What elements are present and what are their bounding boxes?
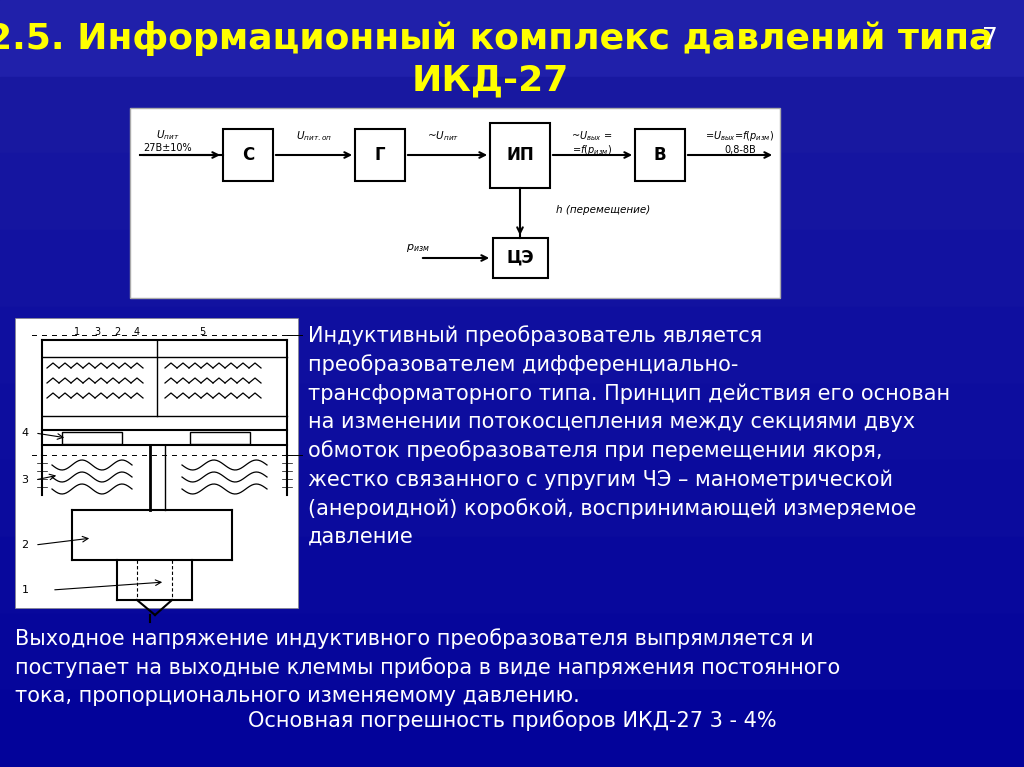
Text: 0,8-8В: 0,8-8В bbox=[724, 145, 756, 155]
Bar bbox=[62, 432, 122, 444]
Text: Выходное напряжение индуктивного преобразователя выпрямляется и
поступает на вых: Выходное напряжение индуктивного преобра… bbox=[15, 628, 841, 706]
Text: Основная погрешность приборов ИКД-27 3 - 4%: Основная погрешность приборов ИКД-27 3 -… bbox=[248, 710, 776, 731]
Text: =$U_{вых}$=$f(р_{изм})$: =$U_{вых}$=$f(р_{изм})$ bbox=[706, 129, 774, 143]
Bar bbox=[190, 432, 250, 444]
Text: 3: 3 bbox=[94, 327, 100, 337]
Bar bbox=[0, 460, 1024, 537]
Text: 4: 4 bbox=[134, 327, 140, 337]
Bar bbox=[490, 123, 550, 188]
Bar bbox=[0, 230, 1024, 307]
Text: $U_{пит}$: $U_{пит}$ bbox=[157, 128, 180, 142]
Text: 2: 2 bbox=[22, 540, 29, 550]
Text: ЦЭ: ЦЭ bbox=[506, 249, 534, 267]
Text: 3: 3 bbox=[22, 475, 29, 485]
Bar bbox=[0, 0, 1024, 77]
Bar bbox=[0, 153, 1024, 230]
Text: 1: 1 bbox=[22, 585, 29, 595]
Text: ИП: ИП bbox=[506, 146, 534, 164]
Bar bbox=[0, 690, 1024, 767]
Bar bbox=[0, 307, 1024, 384]
Text: $р_{изм}$: $р_{изм}$ bbox=[407, 242, 430, 254]
Text: ~$U_{вых}$ =: ~$U_{вых}$ = bbox=[571, 129, 612, 143]
Text: 2.5. Информационный комплекс давлений типа: 2.5. Информационный комплекс давлений ти… bbox=[0, 21, 993, 55]
Bar bbox=[223, 129, 273, 181]
Bar bbox=[0, 384, 1024, 460]
Text: $U_{пит.оп}$: $U_{пит.оп}$ bbox=[296, 129, 332, 143]
Text: 1: 1 bbox=[74, 327, 80, 337]
Text: В: В bbox=[653, 146, 667, 164]
Text: Индуктивный преобразователь является
преобразователем дифференциально-
трансформ: Индуктивный преобразователь является пре… bbox=[308, 325, 950, 547]
Text: 27В±10%: 27В±10% bbox=[143, 143, 193, 153]
Text: С: С bbox=[242, 146, 254, 164]
Text: Г: Г bbox=[375, 146, 385, 164]
Text: 2: 2 bbox=[114, 327, 120, 337]
Text: h (перемещение): h (перемещение) bbox=[556, 205, 650, 215]
Bar bbox=[15, 318, 298, 608]
Bar bbox=[0, 614, 1024, 690]
Bar bbox=[493, 238, 548, 278]
Text: 4: 4 bbox=[22, 428, 29, 438]
Text: 7: 7 bbox=[982, 26, 998, 50]
Text: 5: 5 bbox=[199, 327, 205, 337]
Text: ~$U_{пит}$: ~$U_{пит}$ bbox=[427, 129, 459, 143]
Bar bbox=[130, 108, 780, 298]
Text: ИКД-27: ИКД-27 bbox=[412, 63, 568, 97]
Bar bbox=[0, 537, 1024, 614]
Text: =$f(р_{изм})$: =$f(р_{изм})$ bbox=[572, 143, 612, 157]
Bar bbox=[0, 77, 1024, 153]
Bar bbox=[355, 129, 406, 181]
Bar bbox=[635, 129, 685, 181]
